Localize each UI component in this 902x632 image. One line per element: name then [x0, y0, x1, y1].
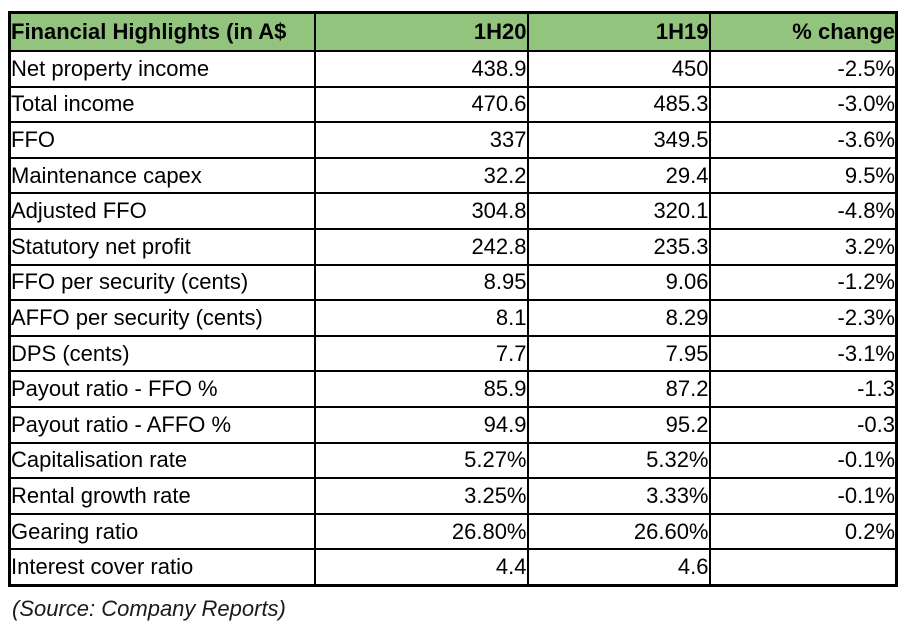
col-header-1h19: 1H19 — [526, 11, 711, 52]
value-1h20-cell: 337 — [313, 121, 529, 159]
table-row: FFO 337 349.5 -3.6% — [8, 121, 898, 159]
value-1h19-cell: 87.2 — [526, 370, 711, 408]
value-1h20-cell: 242.8 — [313, 227, 529, 266]
row-label-cell: Adjusted FFO — [8, 192, 316, 230]
value-1h20-cell: 32.2 — [313, 156, 529, 195]
table-row: Payout ratio - AFFO % 94.9 95.2 -0.3 — [8, 405, 898, 444]
row-label-cell: DPS (cents) — [8, 334, 316, 373]
value-1h19-cell: 9.06 — [526, 263, 711, 302]
change-cell: 9.5% — [708, 156, 898, 195]
table-row: Capitalisation rate 5.27% 5.32% -0.1% — [8, 441, 898, 480]
change-cell: -3.1% — [708, 334, 898, 373]
row-label-cell: Total income — [8, 85, 316, 124]
row-label-cell: FFO — [8, 121, 316, 159]
value-1h19-cell: 29.4 — [526, 156, 711, 195]
value-1h20-cell: 85.9 — [313, 370, 529, 408]
value-1h20-cell: 470.6 — [313, 85, 529, 124]
row-label-cell: Rental growth rate — [8, 477, 316, 515]
value-1h19-cell: 349.5 — [526, 121, 711, 159]
row-label-cell: Gearing ratio — [8, 512, 316, 551]
value-1h19-cell: 3.33% — [526, 477, 711, 515]
table-row: Net property income 438.9 450 -2.5% — [8, 50, 898, 88]
value-1h20-cell: 94.9 — [313, 405, 529, 444]
value-1h19-cell: 320.1 — [526, 192, 711, 230]
value-1h20-cell: 8.95 — [313, 263, 529, 302]
value-1h20-cell: 8.1 — [313, 299, 529, 337]
value-1h19-cell: 235.3 — [526, 227, 711, 266]
value-1h20-cell: 438.9 — [313, 50, 529, 88]
row-label-cell: Statutory net profit — [8, 227, 316, 266]
change-cell: -1.2% — [708, 263, 898, 302]
value-1h19-cell: 485.3 — [526, 85, 711, 124]
table-row: AFFO per security (cents) 8.1 8.29 -2.3% — [8, 299, 898, 337]
change-cell: -0.3 — [708, 405, 898, 444]
change-cell: 3.2% — [708, 227, 898, 266]
col-header-pct-change: % change — [708, 11, 898, 52]
financial-highlights-table: Financial Highlights (in A$ 1H20 1H19 % … — [8, 11, 898, 587]
value-1h19-cell: 5.32% — [526, 441, 711, 480]
change-cell: -2.5% — [708, 50, 898, 88]
change-cell: -3.6% — [708, 121, 898, 159]
value-1h20-cell: 3.25% — [313, 477, 529, 515]
value-1h20-cell: 26.80% — [313, 512, 529, 551]
row-label-cell: Capitalisation rate — [8, 441, 316, 480]
table-row: Total income 470.6 485.3 -3.0% — [8, 85, 898, 124]
table-row: DPS (cents) 7.7 7.95 -3.1% — [8, 334, 898, 373]
value-1h20-cell: 7.7 — [313, 334, 529, 373]
value-1h19-cell: 8.29 — [526, 299, 711, 337]
table-header-row: Financial Highlights (in A$ 1H20 1H19 % … — [8, 11, 898, 52]
change-cell: -3.0% — [708, 85, 898, 124]
row-label-cell: FFO per security (cents) — [8, 263, 316, 302]
col-header-financial-highlights: Financial Highlights (in A$ — [8, 11, 316, 52]
table-row: Gearing ratio 26.80% 26.60% 0.2% — [8, 512, 898, 551]
change-cell: 0.2% — [708, 512, 898, 551]
change-cell: -2.3% — [708, 299, 898, 337]
change-cell: -4.8% — [708, 192, 898, 230]
value-1h19-cell: 26.60% — [526, 512, 711, 551]
value-1h19-cell: 95.2 — [526, 405, 711, 444]
value-1h19-cell: 4.6 — [526, 548, 711, 587]
table-row: FFO per security (cents) 8.95 9.06 -1.2% — [8, 263, 898, 302]
value-1h20-cell: 304.8 — [313, 192, 529, 230]
table-row: Statutory net profit 242.8 235.3 3.2% — [8, 227, 898, 266]
change-cell: -0.1% — [708, 441, 898, 480]
value-1h20-cell: 5.27% — [313, 441, 529, 480]
row-label-cell: Payout ratio - AFFO % — [8, 405, 316, 444]
table-row: Adjusted FFO 304.8 320.1 -4.8% — [8, 192, 898, 230]
row-label-cell: Payout ratio - FFO % — [8, 370, 316, 408]
change-cell: -0.1% — [708, 477, 898, 515]
row-label-cell: AFFO per security (cents) — [8, 299, 316, 337]
change-cell: -1.3 — [708, 370, 898, 408]
table-row: Interest cover ratio 4.4 4.6 — [8, 548, 898, 587]
row-label-cell: Net property income — [8, 50, 316, 88]
value-1h20-cell: 4.4 — [313, 548, 529, 587]
col-header-1h20: 1H20 — [313, 11, 529, 52]
table-row: Maintenance capex 32.2 29.4 9.5% — [8, 156, 898, 195]
source-note: (Source: Company Reports) — [12, 596, 286, 621]
table-row: Payout ratio - FFO % 85.9 87.2 -1.3 — [8, 370, 898, 408]
row-label-cell: Interest cover ratio — [8, 548, 316, 587]
value-1h19-cell: 450 — [526, 50, 711, 88]
change-cell — [708, 548, 898, 587]
value-1h19-cell: 7.95 — [526, 334, 711, 373]
row-label-cell: Maintenance capex — [8, 156, 316, 195]
table-row: Rental growth rate 3.25% 3.33% -0.1% — [8, 477, 898, 515]
